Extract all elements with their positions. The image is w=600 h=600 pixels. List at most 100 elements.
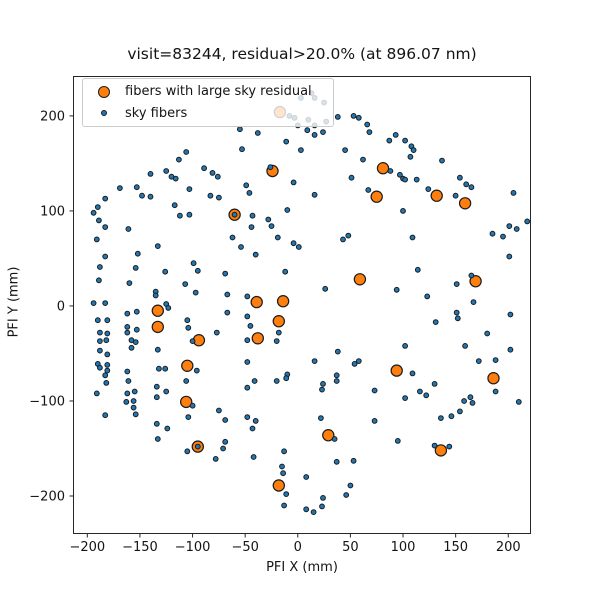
sky-fiber-point: [103, 380, 110, 386]
sky-fiber-point: [298, 147, 304, 154]
sky-fiber-point: [333, 378, 340, 384]
y-axis-label: PFI Y (mm): [6, 266, 22, 338]
sky-fiber-point: [310, 509, 317, 515]
sky-fiber-point: [164, 425, 171, 432]
sky-fiber-point: [311, 132, 318, 138]
sky-fiber-point: [267, 164, 274, 171]
sky-fiber-point: [176, 156, 182, 163]
legend-marker-cell: [83, 110, 125, 117]
x-axis-label: PFI X (mm): [266, 560, 338, 575]
sky-fiber-point: [224, 309, 231, 316]
sky-fiber-point: [250, 454, 257, 460]
sky-fiber-point: [492, 357, 499, 364]
sky-fiber-point: [409, 370, 416, 377]
sky-fiber-point: [94, 204, 101, 211]
sky-fiber-point: [510, 190, 517, 196]
sky-fiber-point: [214, 173, 221, 180]
sky-fiber-point: [212, 456, 219, 462]
sky-fiber-point: [104, 330, 111, 337]
legend-marker-cell: [83, 85, 125, 98]
sky-fiber-point: [506, 253, 513, 260]
sky-fiber-point: [131, 388, 138, 395]
sky-fiber-point: [222, 270, 229, 277]
sky-fiber-point: [97, 338, 103, 345]
sky-fiber-point: [124, 329, 131, 336]
sky-fiber-point: [348, 174, 355, 181]
sky-fiber-point: [185, 324, 192, 331]
sky-fiber-point: [216, 194, 222, 201]
sky-fiber-point: [237, 126, 243, 133]
sky-fiber-point: [152, 292, 159, 299]
sky-fiber-point: [133, 184, 140, 191]
sky-fiber-point: [194, 443, 201, 450]
sky-fiber-point: [153, 394, 160, 401]
sky-fiber-point: [249, 212, 256, 219]
sky-fiber-point: [124, 324, 131, 330]
sky-fiber-point: [425, 186, 432, 193]
sky-fiber-point: [355, 358, 362, 365]
y-tick-label: 0: [57, 299, 65, 314]
x-tick-label: −100: [175, 540, 211, 555]
sky-fiber-point: [284, 207, 291, 213]
sky-fiber-point: [452, 192, 459, 199]
sky-fiber-point: [97, 364, 103, 371]
sky-fiber-point: [162, 268, 169, 275]
sky-fiber-point: [247, 323, 254, 329]
sky-fiber-point: [252, 418, 259, 424]
sky-fiber-point: [189, 338, 196, 345]
sky-fiber-point: [283, 138, 290, 145]
sky-fiber-point: [102, 195, 109, 202]
sky-fiber-point: [102, 412, 109, 419]
residual-fiber-point: [353, 273, 367, 286]
sky-fiber-point: [355, 114, 362, 121]
sky-fiber-point: [507, 346, 514, 353]
sky-fiber-point: [431, 442, 438, 449]
sky-fiber-point: [457, 174, 463, 181]
sky-fiber-point: [102, 253, 109, 260]
residual-fiber-point: [458, 197, 472, 210]
sky-fiber-point: [394, 438, 401, 444]
sky-fiber-point: [248, 224, 255, 231]
sky-fiber-point: [290, 179, 297, 186]
residual-fiber-point: [250, 295, 263, 309]
sky-fiber-point: [331, 436, 338, 442]
residual-fiber-point: [487, 372, 500, 385]
sky-fiber-point: [342, 147, 349, 154]
sky-fiber-point: [484, 330, 491, 337]
residual-fiber-point: [469, 275, 482, 288]
sky-fiber-point: [229, 234, 236, 241]
sky-fiber-point: [350, 457, 357, 464]
sky-fiber-point: [133, 326, 140, 333]
x-tick-label: 50: [342, 540, 359, 555]
sky-fiber-point: [186, 186, 193, 193]
sky-fiber-point: [102, 300, 109, 307]
sky-fiber-point: [397, 171, 403, 178]
y-tick-label: 200: [40, 109, 65, 124]
sky-fiber-point: [365, 187, 372, 193]
y-tick-label: −200: [29, 489, 65, 504]
sky-fiber-point: [171, 202, 178, 209]
sky-fiber-point: [244, 359, 251, 365]
sky-fiber-point: [94, 317, 101, 324]
sky-fiber-point: [424, 293, 431, 300]
x-tick-label: 100: [391, 540, 416, 555]
residual-fiber-point: [434, 444, 448, 457]
sky-fiber-point: [283, 375, 290, 382]
sky-fiber-point: [273, 338, 280, 345]
sky-fiber-point: [318, 415, 324, 422]
axes-frame: [73, 76, 531, 534]
sky-fiber-point: [351, 361, 358, 367]
sky-fiber-point: [193, 367, 200, 374]
legend-item-large-residual: fibers with large sky residual: [83, 81, 333, 103]
sky-fiber-point: [185, 414, 192, 421]
sky-fiber-point: [407, 153, 414, 160]
sky-fiber-point: [207, 192, 214, 199]
sky-fiber-point: [417, 388, 423, 395]
sky-fiber-point: [386, 137, 393, 144]
sky-fiber-point: [320, 495, 326, 501]
sky-fiber-point: [90, 209, 97, 216]
residual-fiber-point: [322, 429, 335, 442]
sky-fiber-point: [402, 395, 409, 402]
sky-fiber-point: [402, 137, 409, 144]
